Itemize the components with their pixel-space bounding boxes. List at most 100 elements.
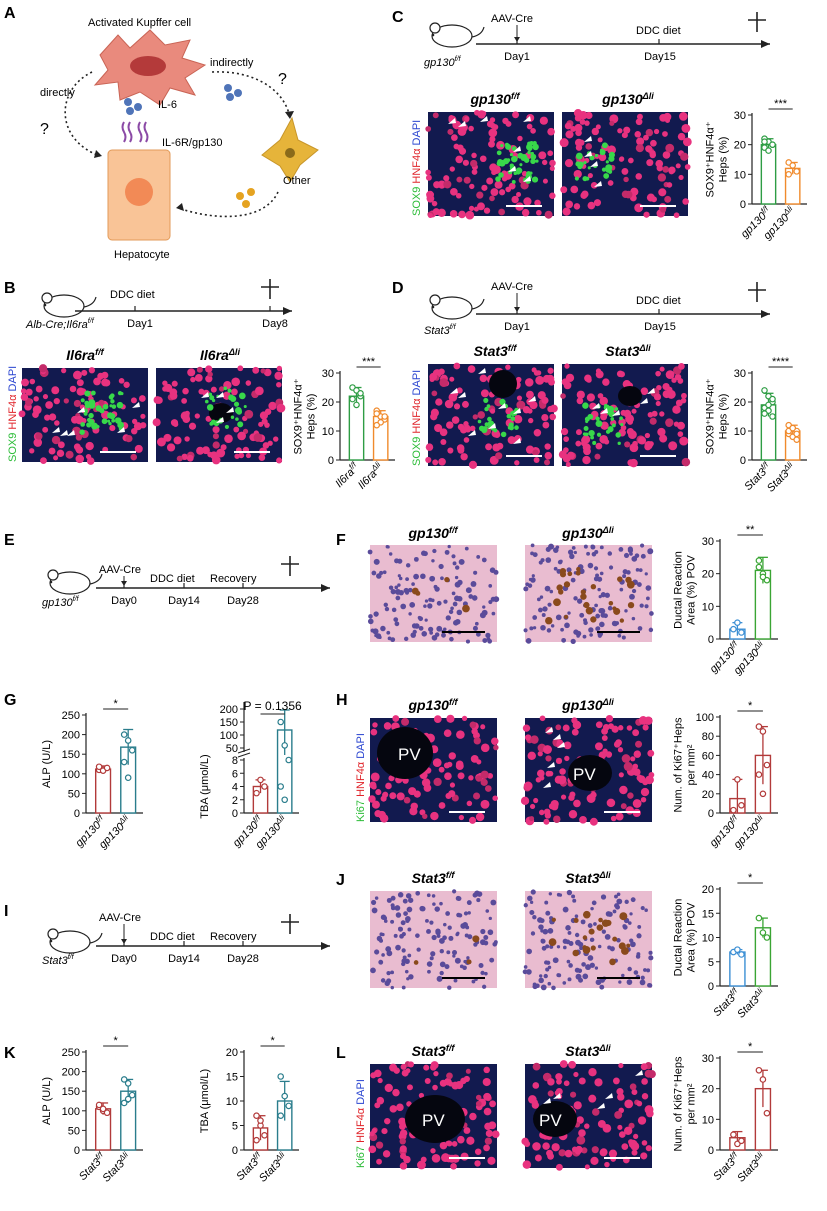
data-point (793, 430, 801, 438)
nucleus-dot (561, 637, 567, 643)
nucleus-dot (623, 762, 633, 772)
nucleus-dot (273, 436, 279, 442)
arrowhead-marker (635, 1070, 643, 1076)
arrowhead-directly (94, 150, 102, 158)
nucleus-dot (447, 985, 452, 990)
nucleus-dot (633, 750, 642, 758)
data-point (120, 731, 128, 738)
nucleus-dot (471, 728, 478, 735)
micrograph-title-c1-main: gp130 (469, 91, 511, 107)
nucleus-dot (465, 587, 472, 594)
nucleus-dot (134, 444, 143, 453)
nucleus-dot (543, 818, 550, 825)
micrograph-title-d1: Stat3f/f (474, 343, 518, 359)
nucleus-dot (575, 129, 582, 137)
nucleus-dot (522, 406, 531, 414)
data-point (789, 162, 797, 169)
nucleus-dot (576, 634, 580, 638)
data-point (95, 1101, 103, 1109)
sox9-signal (582, 402, 589, 409)
nucleus-dot (481, 609, 488, 616)
nucleus-dot (598, 153, 607, 162)
nucleus-dot (552, 547, 559, 553)
micrograph-title-d2-main: Stat3 (605, 343, 639, 359)
x-tick-sup: f/f (728, 1150, 740, 1162)
nucleus-dot (390, 588, 396, 595)
nucleus-dot (403, 796, 411, 804)
y-tick-label: 50 (68, 788, 80, 800)
nucleus-dot (546, 628, 552, 633)
nucleus-dot (432, 1084, 438, 1091)
recovery-label: Recovery (210, 931, 257, 943)
nucleus-dot (589, 962, 595, 968)
nucleus-dot (408, 612, 412, 616)
mouse-strain-label-main: Alb-Cre;Il6ra (25, 319, 88, 331)
panel-letter-J: J (336, 872, 345, 889)
nucleus-dot (601, 929, 606, 934)
nucleus-dot (573, 799, 581, 808)
nucleus-dot (431, 934, 437, 941)
nucleus-dot (640, 553, 646, 559)
nucleus-dot (618, 725, 624, 731)
nucleus-dot (598, 608, 604, 614)
nucleus-dot (440, 438, 447, 445)
nucleus-dot (547, 928, 554, 934)
nucleus-dot (483, 940, 489, 946)
y-tick-label: 250 (62, 710, 80, 722)
nucleus-dot (452, 601, 458, 607)
nucleus-dot (579, 815, 587, 824)
nucleus-dot (401, 948, 406, 953)
y-axis-label: Heps (%) (306, 394, 318, 440)
panel-letter-B: B (4, 280, 16, 297)
nucleus-dot (398, 576, 403, 581)
nucleus-dot (478, 963, 484, 969)
nucleus-dot (431, 390, 438, 397)
arrowhead-marker (647, 388, 655, 394)
nucleus-dot (617, 747, 624, 753)
pigment-dot (619, 912, 628, 921)
stain-name: Ki67 (355, 1146, 367, 1168)
vessel-region (209, 403, 233, 423)
nucleus-dot (483, 1092, 492, 1101)
data-point (789, 424, 797, 432)
sox9-signal (243, 404, 247, 409)
nucleus-dot (630, 756, 636, 762)
aav-cre-label: AAV-Cre (491, 13, 533, 25)
nucleus-dot (433, 777, 442, 787)
nucleus-dot (444, 772, 452, 781)
nucleus-dot (541, 945, 547, 951)
nucleus-dot (372, 722, 378, 728)
bar (94, 768, 112, 814)
data-point (738, 802, 745, 809)
micrograph-title-j2: Stat3Δli (565, 870, 611, 886)
nucleus-dot (665, 143, 675, 153)
nucleus-dot (637, 626, 643, 631)
y-axis-label: Heps (%) (718, 137, 730, 183)
x-tick-sup: f/f (728, 813, 740, 825)
nucleus-dot (639, 979, 646, 986)
nucleus-dot (464, 933, 469, 938)
pigment-dot (612, 936, 618, 942)
sox9-signal (498, 172, 504, 178)
nucleus-dot (431, 894, 436, 898)
nucleus-dot (75, 415, 84, 425)
il6-dots (124, 84, 242, 115)
nucleus-dot (268, 401, 277, 411)
nucleus-dot (471, 979, 476, 984)
nucleus-dot (455, 565, 460, 570)
micrograph-title-l1: Stat3f/f (412, 1043, 456, 1059)
nucleus-dot (476, 191, 484, 199)
sox9-signal (115, 417, 119, 421)
nucleus-dot (468, 775, 474, 781)
sox9-signal (117, 390, 123, 396)
nucleus-dot (498, 208, 506, 216)
nucleus-dot (377, 1077, 383, 1084)
nucleus-dot (374, 949, 380, 955)
nucleus-dot (645, 1145, 652, 1152)
nucleus-dot (260, 368, 266, 374)
nucleus-dot (636, 113, 643, 120)
nucleus-dot (470, 754, 479, 763)
sox9-signal (583, 160, 587, 165)
